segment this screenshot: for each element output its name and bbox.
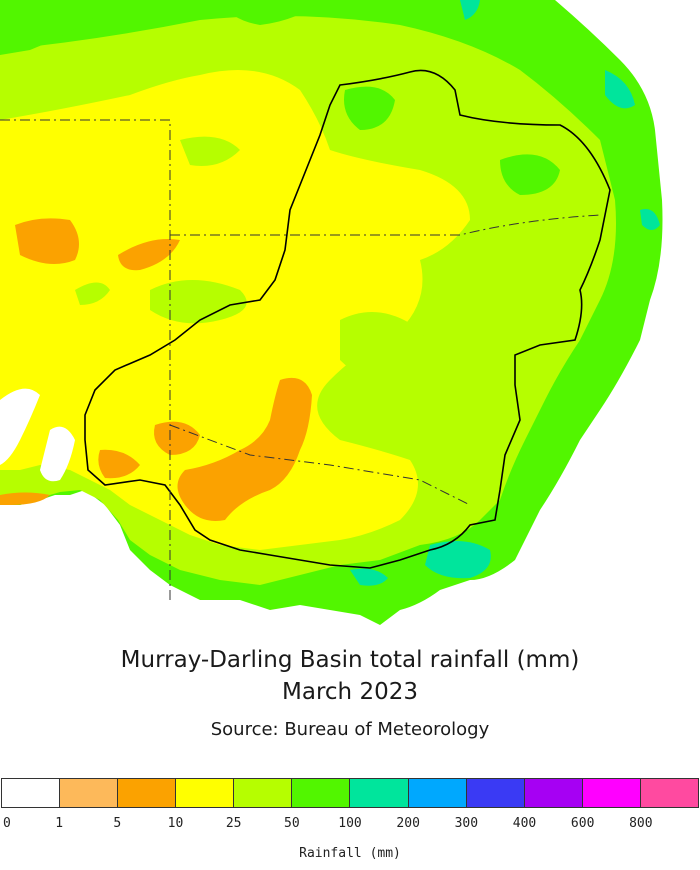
zone-5-10 bbox=[15, 218, 79, 264]
zone-5-10 bbox=[98, 449, 140, 479]
zone-patch bbox=[0, 0, 120, 55]
legend-tick: 800 bbox=[629, 816, 653, 831]
legend-tick: 300 bbox=[454, 816, 479, 831]
zone-patch bbox=[180, 136, 240, 166]
legend-tick: 600 bbox=[570, 816, 595, 831]
zone-patch bbox=[150, 280, 247, 324]
legend-tick: 10 bbox=[167, 816, 184, 831]
zone-5-10 bbox=[118, 239, 180, 271]
legend-swatch bbox=[350, 779, 409, 807]
state-border bbox=[169, 424, 471, 506]
legend-tick: 1 bbox=[55, 816, 64, 831]
coastline bbox=[0, 388, 40, 465]
legend-tick: 200 bbox=[396, 816, 420, 831]
legend-tick: 100 bbox=[338, 816, 362, 831]
coastline bbox=[40, 426, 75, 482]
legend-swatch bbox=[408, 779, 467, 807]
legend-tick: 0 bbox=[3, 816, 11, 831]
zone-5-10 bbox=[154, 421, 200, 455]
legend-swatch bbox=[524, 779, 583, 807]
legend-axis-label: Rainfall (mm) bbox=[299, 846, 401, 861]
zone-patch bbox=[500, 154, 560, 195]
map-source: Source: Bureau of Meteorology bbox=[210, 719, 490, 740]
zone-patch bbox=[344, 86, 395, 130]
rainfall-map bbox=[0, 0, 663, 625]
legend-tick: 400 bbox=[512, 816, 537, 831]
legend-swatch bbox=[60, 779, 119, 807]
zone-patch bbox=[75, 282, 110, 305]
legend-swatch bbox=[640, 779, 698, 807]
legend-swatch bbox=[582, 779, 641, 807]
legend-tick: 25 bbox=[225, 816, 242, 831]
map-titles: Murray-Darling Basin total rainfall (mm)… bbox=[0, 644, 700, 744]
zone-patch bbox=[220, 0, 320, 25]
legend-swatch bbox=[292, 779, 351, 807]
zone-100-200 bbox=[350, 568, 388, 586]
zone-100-200 bbox=[425, 541, 491, 579]
zone-100-200 bbox=[640, 209, 660, 230]
legend-tick: 5 bbox=[113, 816, 122, 831]
zone-5-10 bbox=[177, 377, 312, 521]
zone-patch bbox=[340, 312, 428, 383]
legend-color-bar bbox=[1, 778, 699, 808]
legend-tick-labels: 0 1 5 10 25 50 100 200 300 400 600 800 bbox=[0, 816, 700, 836]
state-border bbox=[170, 214, 601, 236]
map-title: Murray-Darling Basin total rainfall (mm) bbox=[120, 647, 580, 673]
legend-swatch bbox=[118, 779, 177, 807]
zone-100-200 bbox=[605, 70, 635, 109]
murray-darling-basin-boundary bbox=[84, 69, 611, 569]
map-subtitle: March 2023 bbox=[282, 679, 418, 705]
legend-tick: 50 bbox=[284, 816, 300, 831]
legend-swatch bbox=[2, 779, 61, 807]
zone-5-10 bbox=[0, 492, 50, 505]
legend-swatch bbox=[466, 779, 525, 807]
zone-100-200 bbox=[460, 0, 480, 20]
legend-swatch bbox=[234, 779, 293, 807]
legend-swatch bbox=[176, 779, 235, 807]
state-border bbox=[0, 119, 171, 600]
